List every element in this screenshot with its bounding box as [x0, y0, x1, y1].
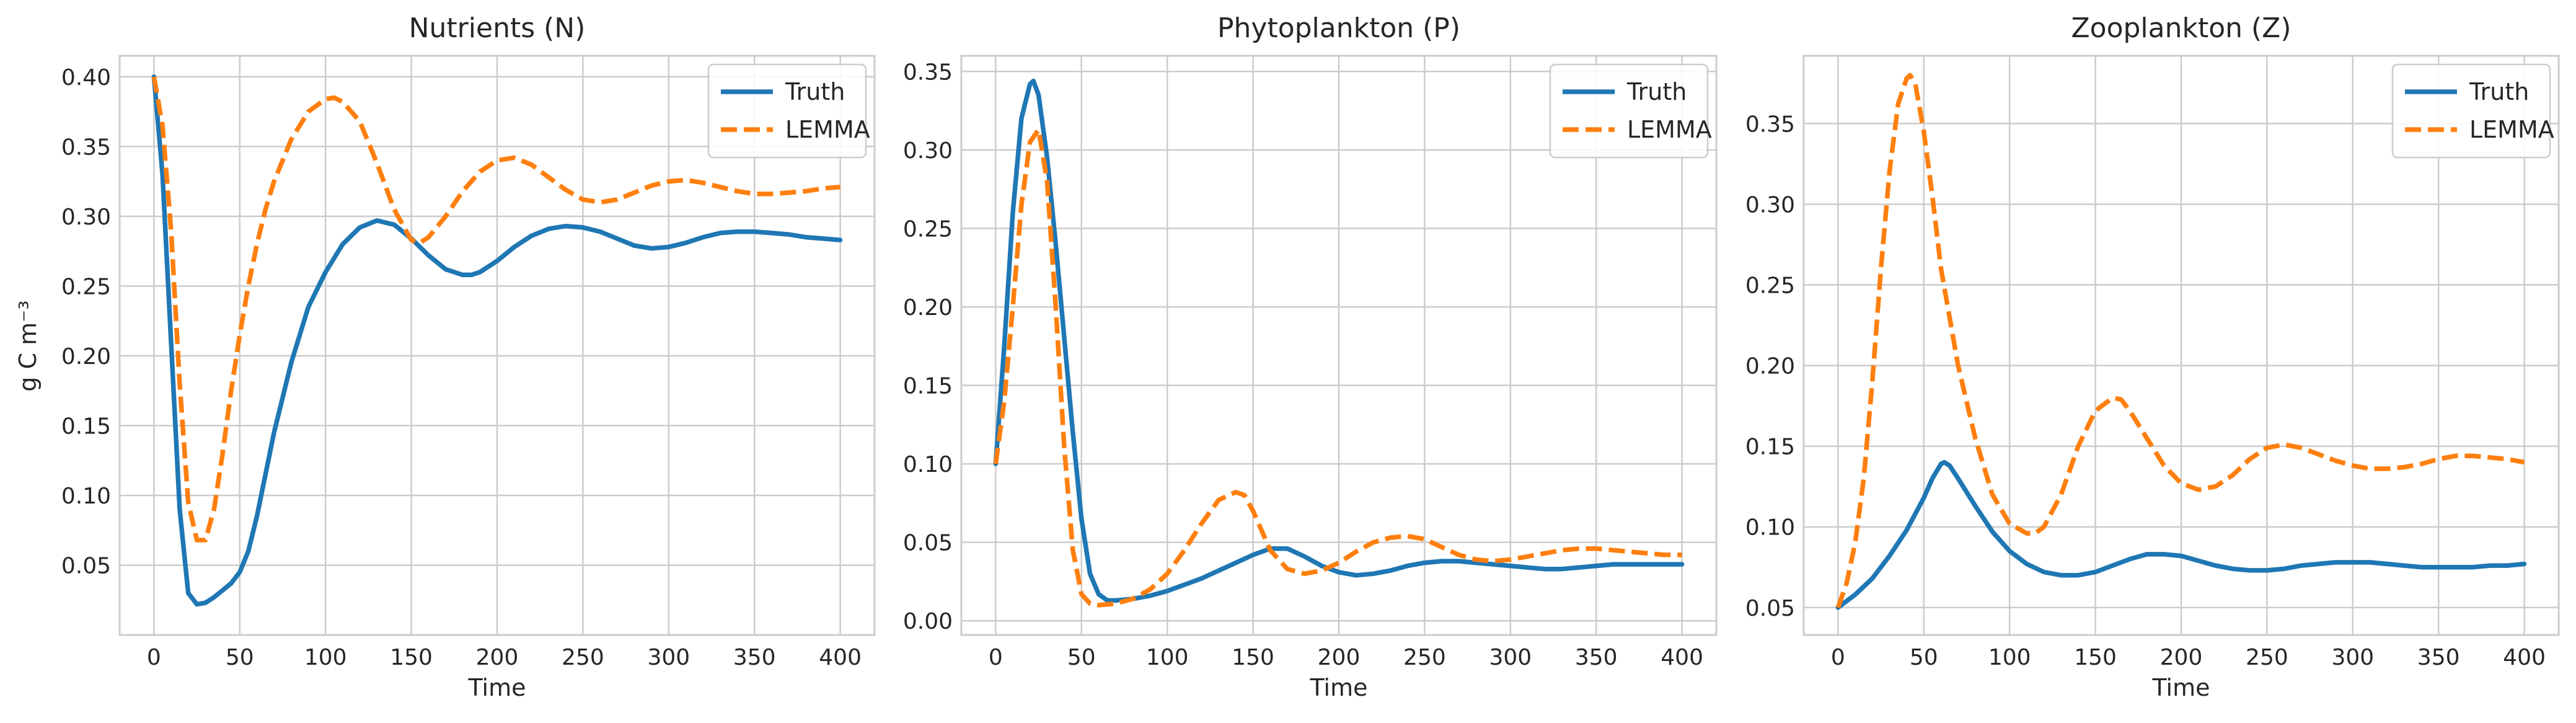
plot-frame [960, 55, 1718, 636]
series-line-lemma [993, 127, 1682, 608]
plot-area-1: 0 50 100 150 200 250 300 350 400 0.05 0.10 0.15 0.20… [61, 55, 876, 670]
y-tick-label: 0.25 [61, 274, 111, 299]
y-tick-label: 0.30 [903, 138, 953, 164]
panel-phytoplankton: Phytoplankton (P) Time [1217, 12, 1460, 701]
legend: Truth LEMMA [1549, 63, 1712, 159]
x-tick-label: 400 [1661, 645, 1703, 670]
legend-box [1549, 63, 1709, 159]
y-tick-label: 0.15 [1745, 435, 1795, 460]
panel-nutrients: Nutrients (N) g C m⁻³ Time [14, 12, 585, 701]
x-tick-label: 300 [647, 645, 690, 670]
series-line-lemma [1835, 73, 2525, 609]
y-tick-label: 0.35 [903, 60, 953, 85]
x-tick-label: 0 [989, 645, 1003, 670]
x-tick-label: 0 [147, 645, 161, 670]
y-tick-label: 0.25 [903, 216, 953, 242]
y-tick-label: 0.05 [1745, 596, 1795, 621]
series-line-lemma [151, 76, 840, 543]
legend-label: Truth [2469, 78, 2529, 105]
legend-label: LEMMA [785, 116, 870, 143]
x-tick-label: 300 [2331, 645, 2374, 670]
y-tick-label: 0.35 [1745, 112, 1795, 137]
plot-area-2: 0 50 100 150 200 250 300 350 400 0.00 0.05 0.10 0.15… [903, 55, 1718, 670]
x-tick-label: 350 [1575, 645, 1618, 670]
x-tick-label: 400 [2503, 645, 2546, 670]
y-tick-label: 0.35 [61, 135, 111, 160]
x-tick-label: 150 [2074, 645, 2117, 670]
x-axis-label: Time [2152, 674, 2210, 701]
legend: Truth LEMMA [2391, 63, 2554, 159]
x-axis-label: Time [468, 674, 526, 701]
x-tick-label: 250 [1403, 645, 1446, 670]
series-line-truth [1835, 459, 2527, 610]
x-axis-label: Time [1310, 674, 1368, 701]
x-tick-label: 200 [2160, 645, 2203, 670]
y-tick-label: 0.30 [61, 205, 111, 230]
y-tick-label: 0.10 [1745, 515, 1795, 541]
y-tick-label: 0.25 [1745, 273, 1795, 298]
y-tick-label: 0.40 [61, 65, 111, 91]
x-tick-label: 150 [1232, 645, 1274, 670]
y-tick-label: 0.00 [903, 609, 953, 634]
panel-title: Nutrients (N) [409, 12, 586, 44]
y-tick-label: 0.10 [61, 484, 111, 509]
legend-label: LEMMA [1627, 116, 1712, 143]
y-tick-label: 0.20 [1745, 354, 1795, 379]
panel-zooplankton: Zooplankton (Z) Time [2071, 12, 2291, 701]
plot-area-3: 0 50 100 150 200 250 300 350 400 0.05 0.10 0.15 0.20… [1745, 55, 2560, 670]
series-line-truth [151, 74, 843, 607]
x-tick-label: 350 [2417, 645, 2460, 670]
y-tick-label: 0.15 [903, 374, 953, 399]
legend-label: Truth [785, 78, 845, 105]
x-tick-label: 100 [1146, 645, 1189, 670]
x-tick-label: 100 [304, 645, 347, 670]
x-tick-label: 300 [1489, 645, 1532, 670]
y-tick-label: 0.05 [903, 531, 953, 556]
x-tick-label: 100 [1988, 645, 2031, 670]
plot-frame [118, 55, 876, 636]
x-tick-label: 200 [476, 645, 519, 670]
y-axis-label: g C m⁻³ [14, 300, 42, 391]
x-tick-label: 250 [562, 645, 604, 670]
x-tick-label: 350 [733, 645, 776, 670]
x-tick-label: 50 [1067, 645, 1096, 670]
y-tick-label: 0.10 [903, 452, 953, 477]
legend: Truth LEMMA [707, 63, 870, 159]
plot-frame [1802, 55, 2560, 636]
legend-label: LEMMA [2469, 116, 2554, 143]
x-tick-label: 250 [2246, 645, 2288, 670]
y-tick-label: 0.20 [903, 295, 953, 321]
x-tick-label: 400 [819, 645, 862, 670]
y-tick-label: 0.15 [61, 414, 111, 439]
legend-label: Truth [1626, 78, 1687, 105]
panel-title: Zooplankton (Z) [2071, 12, 2291, 44]
legend-box [2391, 63, 2551, 159]
x-tick-label: 0 [1831, 645, 1845, 670]
panel-title: Phytoplankton (P) [1217, 12, 1460, 44]
y-tick-label: 0.20 [61, 344, 111, 370]
x-tick-label: 150 [390, 645, 433, 670]
x-tick-label: 50 [1910, 645, 1938, 670]
legend-box [707, 63, 867, 159]
x-tick-label: 50 [226, 645, 254, 670]
y-tick-label: 0.05 [61, 553, 111, 579]
x-tick-label: 200 [1318, 645, 1361, 670]
y-tick-label: 0.30 [1745, 192, 1795, 218]
